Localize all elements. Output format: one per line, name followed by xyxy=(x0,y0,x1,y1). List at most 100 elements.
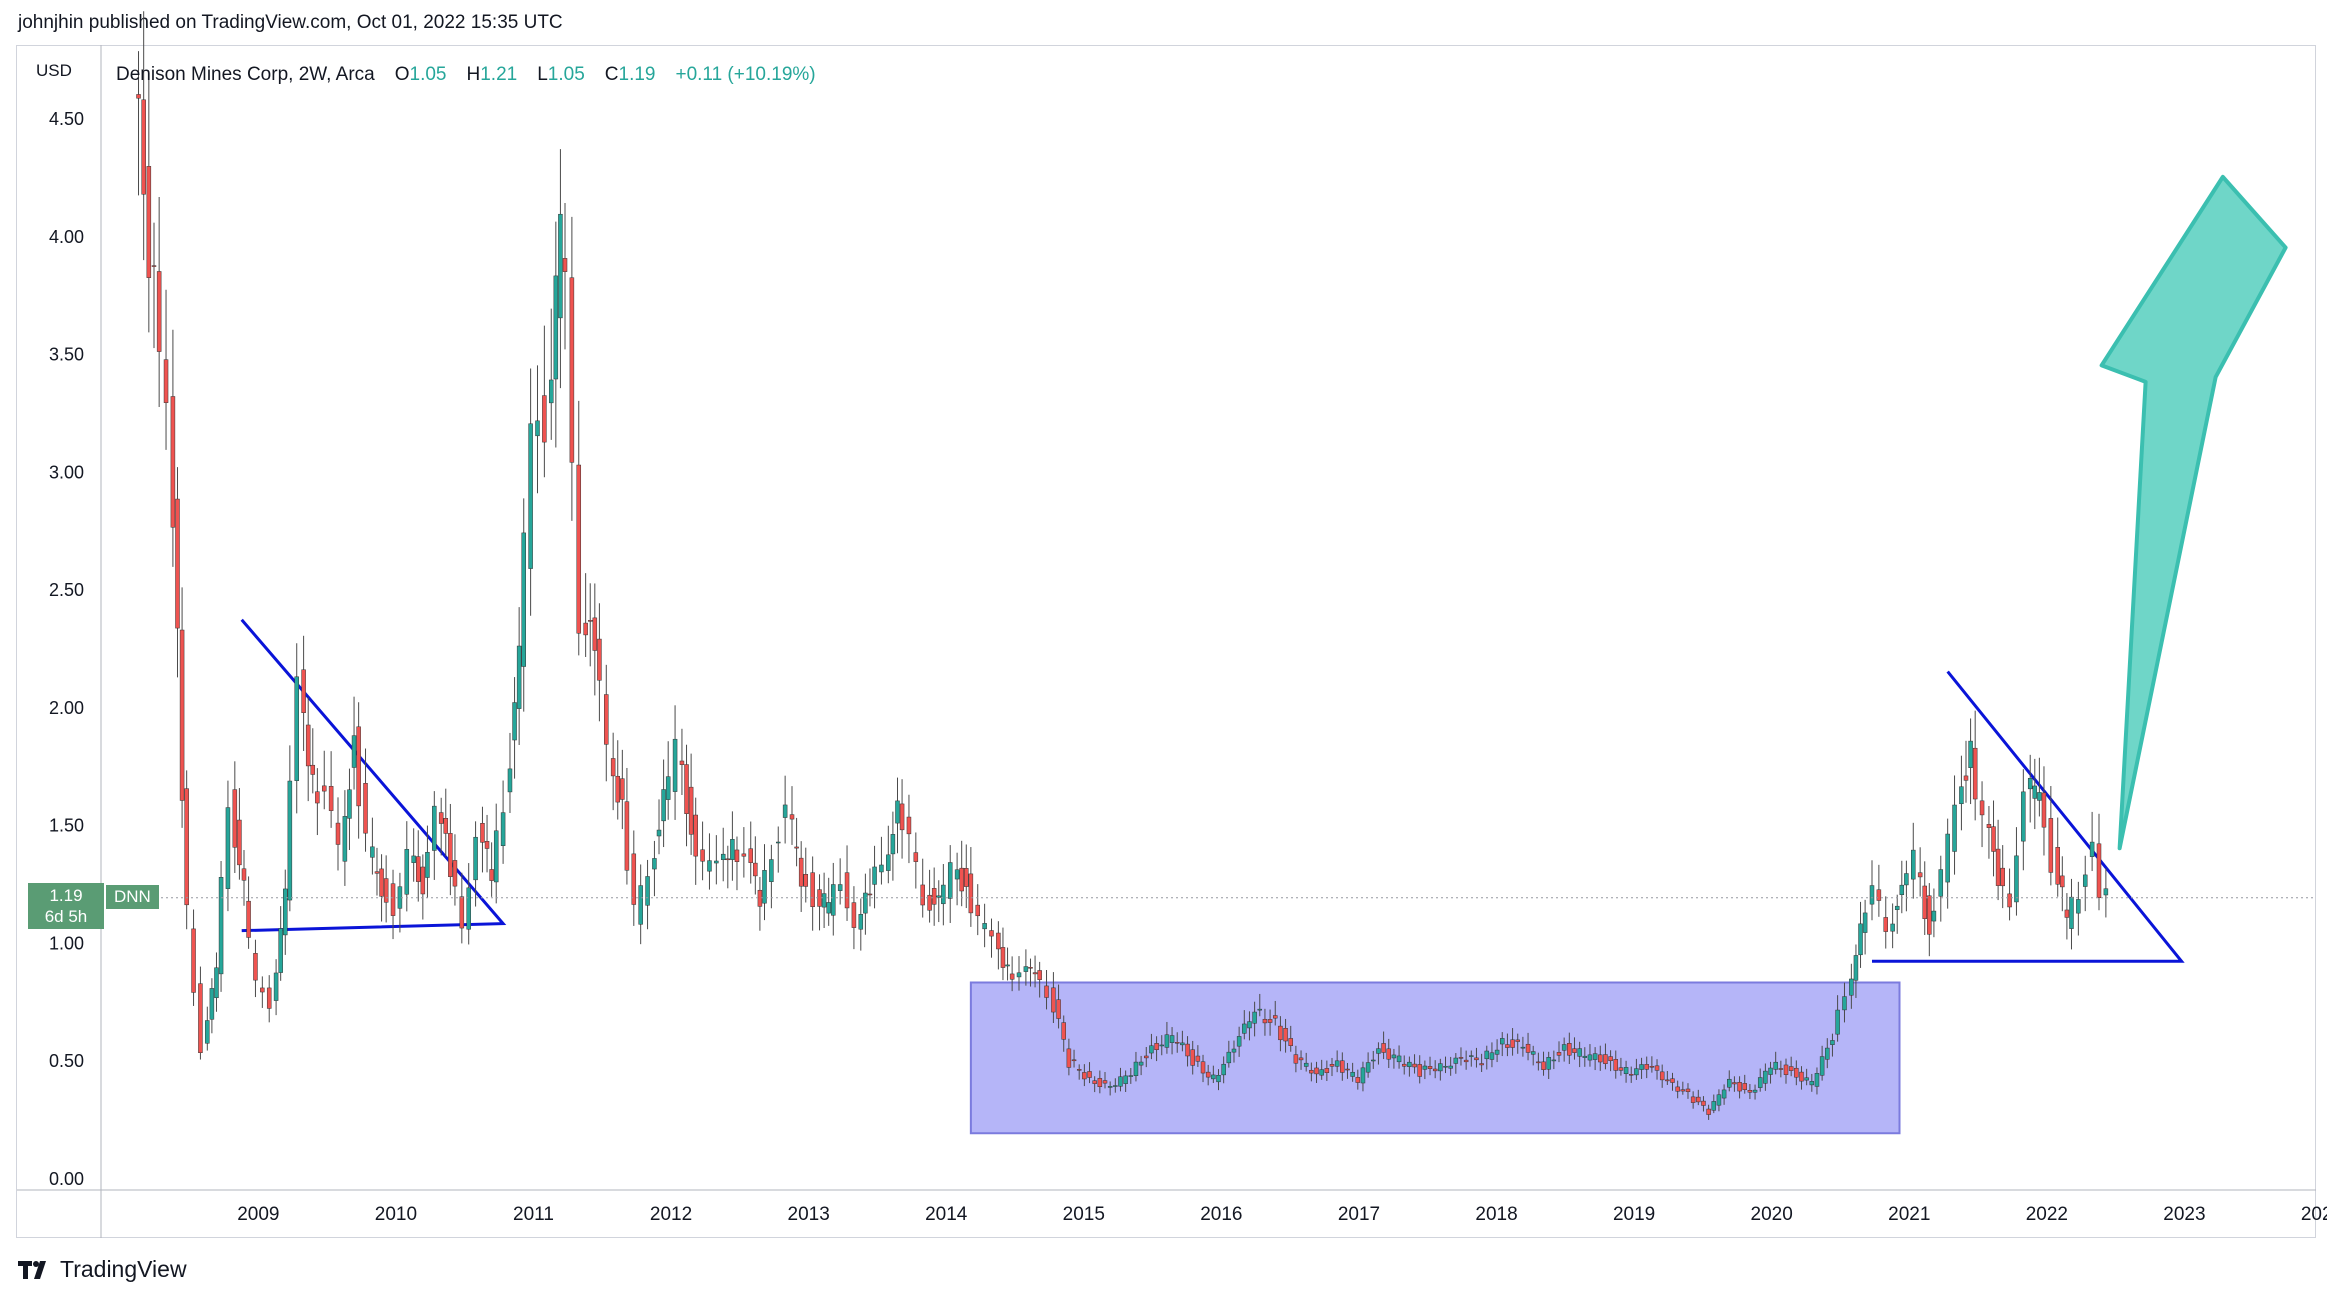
candle-body xyxy=(714,860,719,864)
candle-body xyxy=(1438,1063,1443,1072)
candle-body xyxy=(1205,1071,1211,1078)
candle-body xyxy=(1639,1064,1644,1070)
candle-body xyxy=(2076,899,2081,914)
candle-body xyxy=(1649,1065,1655,1068)
candle-body xyxy=(1858,923,1863,956)
candle-body xyxy=(1883,917,1889,932)
candle-body xyxy=(1963,775,1969,781)
candle-body xyxy=(734,849,740,862)
candle-body xyxy=(890,834,896,855)
candle-body xyxy=(1226,1051,1232,1064)
candle-body xyxy=(1154,1043,1159,1050)
candle-body xyxy=(1231,1048,1237,1053)
candle-body xyxy=(1360,1067,1366,1084)
candle-body xyxy=(826,902,831,914)
candle-body xyxy=(798,857,804,887)
candle-body xyxy=(1236,1036,1242,1047)
candle-body xyxy=(425,851,430,878)
candle-body xyxy=(1391,1054,1397,1059)
ticker-tag: DNN xyxy=(106,885,159,909)
candle-body xyxy=(1448,1065,1453,1069)
candle-body xyxy=(1396,1055,1402,1063)
candle-body xyxy=(1763,1070,1768,1084)
x-tick-label: 2012 xyxy=(650,1204,692,1225)
candle-body xyxy=(558,213,563,319)
candle-body xyxy=(278,928,283,973)
candle-body xyxy=(1862,912,1868,933)
candle-body xyxy=(1016,972,1022,978)
candle-body xyxy=(294,676,299,781)
candle-body xyxy=(748,848,753,863)
candle-body xyxy=(521,532,526,667)
x-tick-label: 2024 xyxy=(2301,1204,2327,1225)
candle-body xyxy=(1608,1056,1613,1062)
tradingview-footer[interactable]: TradingView xyxy=(18,1256,187,1283)
symbol-legend: Denison Mines Corp, 2W, Arca O 1.05 H 1.21… xyxy=(116,64,816,86)
candle-body xyxy=(817,889,822,907)
candle-body xyxy=(1737,1082,1742,1092)
candle-body xyxy=(1716,1094,1722,1106)
candle-body xyxy=(1350,1071,1355,1077)
candle-body xyxy=(624,801,630,871)
candle-body xyxy=(725,858,731,861)
candle-body xyxy=(975,904,980,917)
candle-body xyxy=(1567,1043,1572,1056)
candle-body xyxy=(803,874,809,887)
candle-body xyxy=(179,629,185,801)
candle-body xyxy=(1515,1039,1520,1042)
candle-body xyxy=(512,702,517,741)
candle-body xyxy=(899,803,905,831)
candle-body xyxy=(1644,1064,1649,1070)
y-tick-label: 3.00 xyxy=(49,462,84,482)
candle-body xyxy=(1469,1055,1474,1057)
candle-body xyxy=(315,791,320,804)
x-tick-label: 2016 xyxy=(1200,1204,1242,1225)
candle-body xyxy=(1773,1061,1778,1070)
candle-body xyxy=(1618,1067,1624,1071)
candle-body xyxy=(837,884,843,891)
candle-body xyxy=(379,868,384,897)
candle-body xyxy=(1927,895,1932,935)
triangle-pattern xyxy=(240,618,507,933)
candle-body xyxy=(1005,964,1010,967)
candle-body xyxy=(493,830,499,883)
candle-body xyxy=(587,620,593,622)
candle-body xyxy=(283,888,288,936)
candle-body xyxy=(170,396,176,528)
candle-body xyxy=(1778,1068,1784,1070)
candle-body xyxy=(1685,1088,1691,1092)
x-tick-label: 2011 xyxy=(513,1204,554,1225)
candle-body xyxy=(356,726,361,807)
candle-body xyxy=(347,789,352,819)
candle-body xyxy=(1747,1090,1753,1093)
candle-body xyxy=(1917,872,1923,878)
candle-body xyxy=(1458,1057,1464,1059)
candle-body xyxy=(1505,1044,1510,1048)
candle-body xyxy=(1721,1089,1727,1099)
legend-high: H 1.21 xyxy=(466,64,518,85)
candle-body xyxy=(237,819,242,866)
candle-body xyxy=(448,833,453,877)
candle-body xyxy=(1200,1061,1206,1074)
candle-body xyxy=(851,902,857,928)
candle-body xyxy=(730,839,735,860)
candle-body xyxy=(2064,909,2070,918)
candle-body xyxy=(1876,889,1882,901)
candle-body xyxy=(205,1020,210,1044)
candle-body xyxy=(1474,1057,1479,1061)
candle-body xyxy=(1174,1042,1180,1044)
candle-body xyxy=(1525,1043,1531,1053)
candle-body xyxy=(2007,893,2012,908)
candle-body xyxy=(363,783,368,834)
candle-body xyxy=(1556,1052,1562,1056)
candle-body xyxy=(645,876,650,906)
candle-body xyxy=(1247,1021,1252,1029)
candle-body xyxy=(528,423,533,569)
candle-body xyxy=(1092,1080,1097,1084)
candle-body xyxy=(700,849,705,862)
candle-body xyxy=(507,768,513,793)
candle-body xyxy=(1484,1050,1490,1060)
candle-body xyxy=(328,785,334,811)
candle-body xyxy=(1479,1063,1484,1066)
